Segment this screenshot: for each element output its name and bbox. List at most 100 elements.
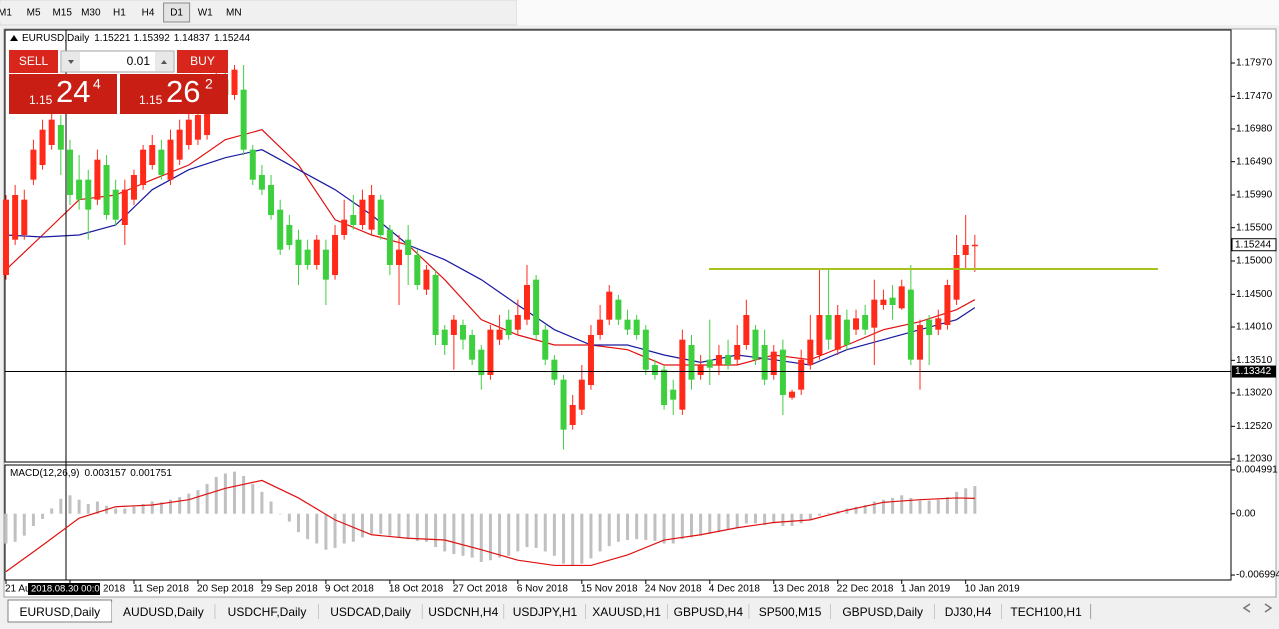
candle-body	[578, 379, 585, 410]
timeframe-button[interactable]	[192, 3, 219, 22]
timeframe-label: H4	[142, 8, 155, 19]
timeframe-label: H1	[113, 8, 126, 19]
candle-body	[779, 349, 786, 395]
candle-body	[386, 229, 393, 265]
macd-bar	[863, 504, 867, 514]
chart-tab-label: USDJPY,H1	[513, 605, 578, 619]
timeframe-label: M1	[0, 8, 12, 19]
sell-button[interactable]	[9, 50, 58, 73]
candle-body	[322, 249, 329, 280]
y-tick-label: 1.13020	[1236, 388, 1273, 399]
bid-box[interactable]	[9, 74, 117, 114]
macd-title: MACD(12,26,9)	[10, 468, 79, 479]
macd-bar	[59, 498, 63, 514]
macd-bar	[370, 513, 374, 534]
chart-tab[interactable]	[111, 602, 216, 621]
sell-label: SELL	[19, 54, 49, 68]
timeframe-button[interactable]	[106, 3, 133, 22]
timeframe-button[interactable]	[220, 3, 247, 22]
candle-body	[249, 149, 256, 180]
collapse-icon[interactable]	[10, 35, 18, 41]
macd-bar	[507, 513, 511, 556]
high-value: 1.15392	[134, 33, 171, 44]
macd-bar	[388, 513, 392, 536]
timeframe-button[interactable]	[0, 3, 18, 22]
macd-bar	[77, 499, 81, 514]
candle-body	[469, 335, 476, 360]
ask-box[interactable]	[120, 74, 228, 114]
candle-body	[962, 245, 969, 255]
macd-bar	[479, 513, 483, 562]
macd-bar	[790, 513, 794, 527]
candle-body	[816, 315, 823, 355]
lot-value: 0.01	[127, 54, 151, 68]
macd-bar	[699, 513, 703, 536]
lot-field[interactable]	[60, 50, 175, 73]
candle-body	[341, 219, 348, 235]
candle-body	[66, 149, 73, 195]
signal-line	[5, 479, 975, 573]
tab-scroll-right[interactable]	[1264, 603, 1273, 613]
timeframe-label: W1	[198, 8, 213, 19]
bid-big: 1.15	[29, 93, 53, 107]
x-tick-label: 15 Nov 2018	[581, 584, 638, 595]
crosshair-price-label: 1.13342	[1235, 366, 1272, 377]
timeframe-button[interactable]	[163, 2, 191, 23]
ask-main: 26	[166, 74, 200, 109]
timeframe-button[interactable]	[20, 3, 47, 22]
macd-bar	[827, 512, 831, 514]
chart-tab[interactable]	[934, 602, 1002, 621]
open-value: 1.15221	[94, 33, 131, 44]
macd-bar	[13, 513, 17, 542]
chart-tab[interactable]	[585, 602, 668, 621]
chart-tab[interactable]	[422, 602, 505, 621]
macd-bar	[233, 471, 236, 514]
macd-bar	[424, 513, 428, 542]
macd-bar	[799, 513, 803, 524]
macd-bar	[726, 513, 730, 530]
macd-bar	[936, 499, 940, 514]
macd-bar	[169, 499, 173, 514]
macd-bar	[333, 513, 337, 548]
candle-body	[734, 345, 741, 360]
y-tick-label: -0.006994	[1236, 570, 1279, 581]
timeframe-button[interactable]	[49, 3, 76, 22]
x-tick-label: 11 Sep 2018	[133, 584, 189, 595]
macd-bar	[717, 513, 721, 533]
chart-tab[interactable]	[1001, 602, 1091, 621]
candle-body	[286, 225, 293, 245]
macd-bar	[891, 497, 895, 514]
candle-body	[798, 359, 805, 390]
candle-body	[624, 319, 631, 330]
x-tick-label: 29 Sep 2018	[261, 584, 318, 595]
price-panel	[4, 29, 1232, 463]
buy-button[interactable]	[177, 50, 228, 73]
chart-tab-label: TECH100,H1	[1010, 605, 1082, 619]
macd-bar	[927, 500, 931, 514]
macd-bar	[900, 495, 904, 514]
macd-value: 0.003157	[84, 468, 126, 479]
candle-body	[176, 129, 183, 160]
macd-bar	[955, 491, 959, 514]
candle-body	[898, 286, 905, 309]
macd-bar	[626, 513, 630, 541]
chart-tab[interactable]	[667, 602, 750, 621]
x-tick-label: 18 Oct 2018	[389, 584, 444, 595]
macd-bar	[808, 513, 812, 520]
timeframe-button[interactable]	[135, 3, 161, 22]
chart-tab[interactable]	[215, 602, 319, 621]
timeframe-button[interactable]	[77, 3, 104, 22]
macd-bar	[452, 513, 456, 555]
macd-bar	[562, 513, 566, 564]
chart-tab[interactable]	[318, 602, 423, 621]
current-price-label: 1.15244	[1235, 239, 1272, 250]
candle-body	[697, 365, 704, 375]
chart-tab[interactable]	[749, 602, 831, 621]
tab-scroll-left[interactable]	[1242, 603, 1251, 613]
chart-tab[interactable]	[830, 602, 935, 621]
candle-body	[542, 329, 549, 360]
candle-body	[57, 125, 64, 150]
chart-tab[interactable]	[504, 602, 586, 621]
macd-bar	[772, 513, 776, 524]
macd-bar	[397, 513, 401, 538]
